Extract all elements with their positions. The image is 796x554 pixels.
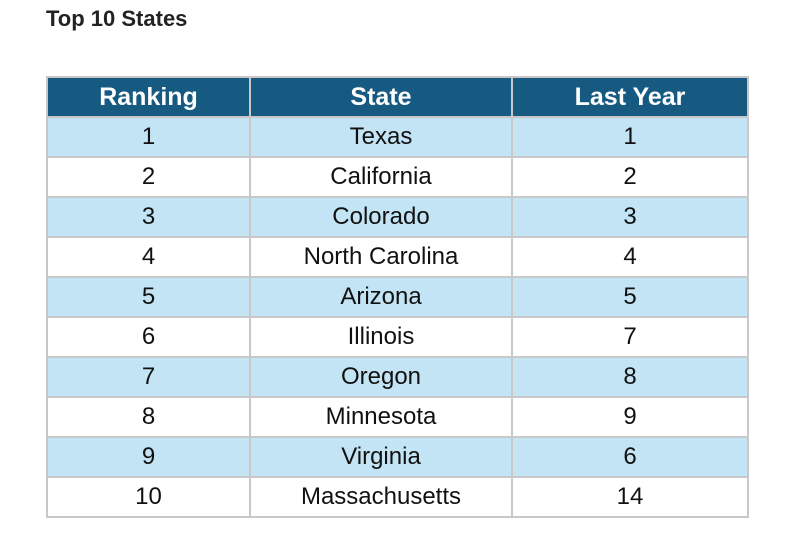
column-header-state: State — [249, 76, 513, 118]
state-cell: Colorado — [249, 196, 513, 238]
rankings-table: Ranking State Last Year 1 Texas 1 2 Cali… — [46, 76, 749, 518]
ranking-cell: 2 — [46, 156, 251, 198]
page-title: Top 10 States — [46, 6, 188, 31]
last-year-cell: 6 — [511, 436, 749, 478]
table-header-row: Ranking State Last Year — [46, 76, 749, 118]
table-row: 2 California 2 — [46, 156, 749, 198]
state-cell: California — [249, 156, 513, 198]
ranking-cell: 4 — [46, 236, 251, 278]
last-year-cell: 7 — [511, 316, 749, 358]
state-cell: Minnesota — [249, 396, 513, 438]
ranking-cell: 1 — [46, 116, 251, 158]
table-row: 4 North Carolina 4 — [46, 236, 749, 278]
table-row: 1 Texas 1 — [46, 116, 749, 158]
last-year-cell: 1 — [511, 116, 749, 158]
table-row: 5 Arizona 5 — [46, 276, 749, 318]
last-year-cell: 8 — [511, 356, 749, 398]
state-cell: Virginia — [249, 436, 513, 478]
table-row: 3 Colorado 3 — [46, 196, 749, 238]
state-cell: Illinois — [249, 316, 513, 358]
column-header-ranking: Ranking — [46, 76, 251, 118]
table-row: 9 Virginia 6 — [46, 436, 749, 478]
ranking-cell: 3 — [46, 196, 251, 238]
ranking-cell: 5 — [46, 276, 251, 318]
table-row: 8 Minnesota 9 — [46, 396, 749, 438]
state-cell: Oregon — [249, 356, 513, 398]
last-year-cell: 2 — [511, 156, 749, 198]
state-cell: Massachusetts — [249, 476, 513, 518]
last-year-cell: 9 — [511, 396, 749, 438]
last-year-cell: 14 — [511, 476, 749, 518]
ranking-cell: 6 — [46, 316, 251, 358]
table-row: 10 Massachusetts 14 — [46, 476, 749, 518]
ranking-cell: 10 — [46, 476, 251, 518]
state-cell: Arizona — [249, 276, 513, 318]
ranking-cell: 8 — [46, 396, 251, 438]
last-year-cell: 3 — [511, 196, 749, 238]
state-cell: Texas — [249, 116, 513, 158]
table-row: 7 Oregon 8 — [46, 356, 749, 398]
column-header-last-year: Last Year — [511, 76, 749, 118]
last-year-cell: 4 — [511, 236, 749, 278]
ranking-cell: 7 — [46, 356, 251, 398]
last-year-cell: 5 — [511, 276, 749, 318]
ranking-cell: 9 — [46, 436, 251, 478]
state-cell: North Carolina — [249, 236, 513, 278]
table-row: 6 Illinois 7 — [46, 316, 749, 358]
